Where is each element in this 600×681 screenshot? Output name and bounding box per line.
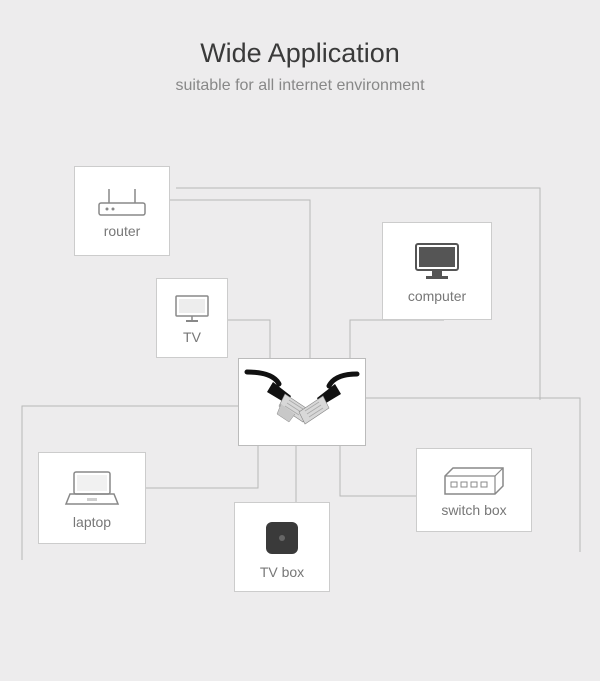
router-icon	[97, 185, 147, 219]
node-computer: computer	[382, 222, 492, 320]
switch-icon	[441, 464, 507, 498]
center-cable	[238, 358, 366, 446]
ethernet-cable-icon	[243, 364, 361, 440]
node-label: laptop	[73, 514, 111, 530]
node-label: switch box	[441, 502, 506, 518]
node-tvbox: TV box	[234, 502, 330, 592]
node-label: TV	[183, 329, 201, 345]
node-label: computer	[408, 288, 466, 304]
tv-icon	[172, 293, 212, 325]
node-router: router	[74, 166, 170, 256]
computer-icon	[410, 240, 464, 284]
node-label: TV box	[260, 564, 304, 580]
node-switchbox: switch box	[416, 448, 532, 532]
tvbox-icon	[260, 516, 304, 560]
node-tv: TV	[156, 278, 228, 358]
node-laptop: laptop	[38, 452, 146, 544]
laptop-icon	[62, 468, 122, 510]
page-title: Wide Application	[0, 0, 600, 69]
node-label: router	[104, 223, 141, 239]
page-subtitle: suitable for all internet environment	[0, 69, 600, 95]
